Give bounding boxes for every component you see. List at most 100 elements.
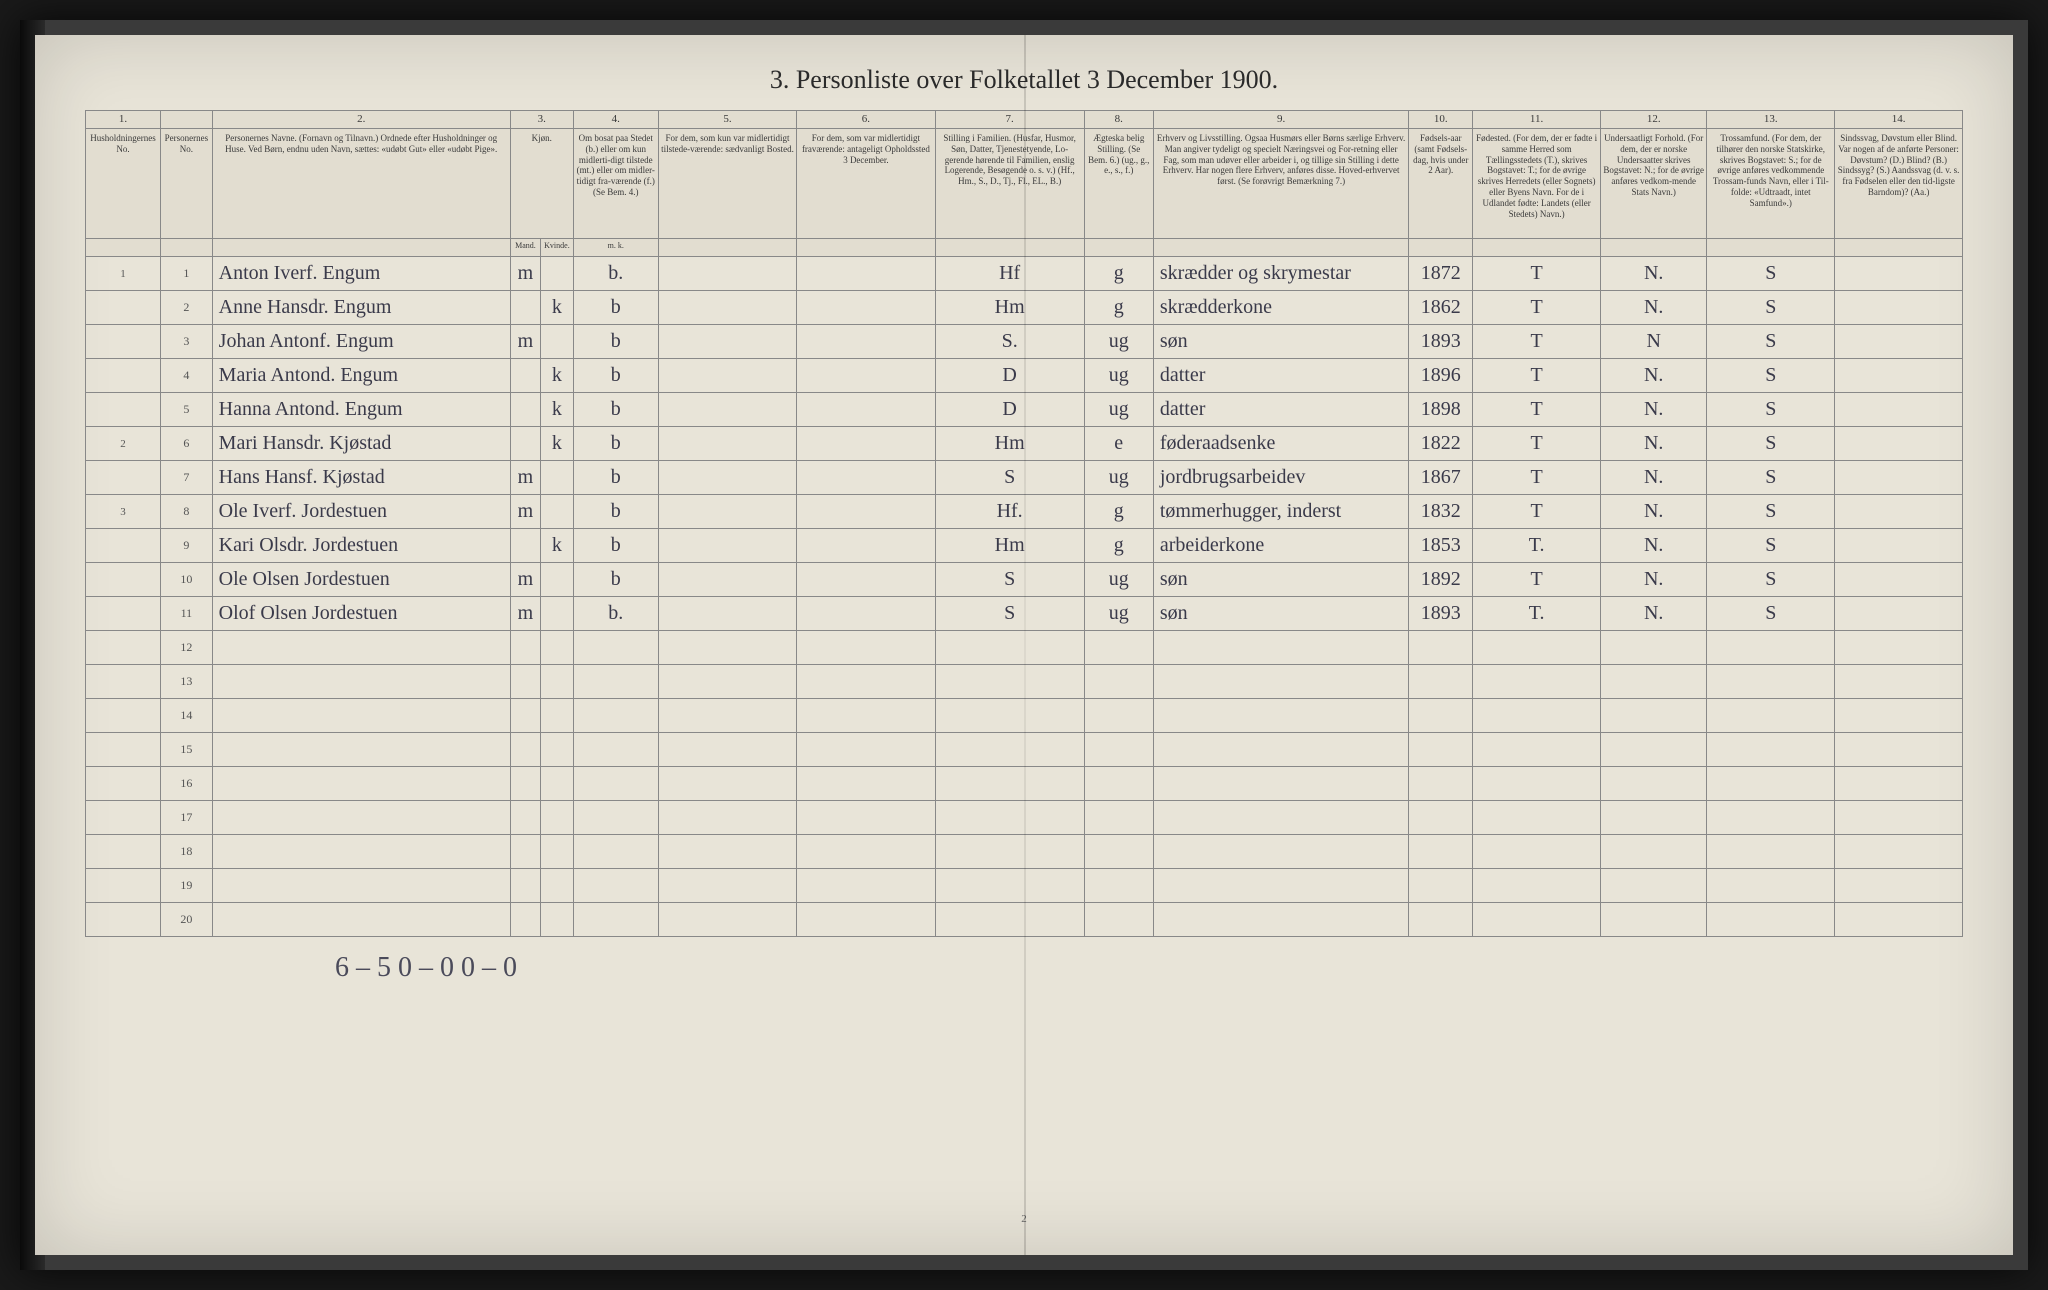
cell-person-no: 20: [161, 903, 213, 937]
cell-temp-absent: [797, 563, 935, 597]
cell-sex-m: [510, 393, 540, 427]
h-birth-year: Fødsels-aar (samt Fødsels-dag, hvis unde…: [1409, 129, 1473, 239]
sex-subheader-row: Mand. Kvinde. m. k.: [86, 239, 1963, 257]
cell-birth-year: 1853: [1409, 529, 1473, 563]
cell-sex-k: [541, 495, 574, 529]
colnum-3: 3.: [510, 111, 573, 129]
colnum-2: 2.: [212, 111, 510, 129]
table-row: 11 Olof Olsen Jordestuen m b. S ug søn 1…: [86, 597, 1963, 631]
column-number-row: 1. 2. 3. 4. 5. 6. 7. 8. 9. 10. 11. 12. 1…: [86, 111, 1963, 129]
colnum-11: 11.: [1473, 111, 1601, 129]
table-row: 4 Maria Antond. Engum k b D ug datter 18…: [86, 359, 1963, 393]
scan-frame: 3. Personliste over Folketallet 3 Decemb…: [20, 20, 2028, 1270]
cell-temp-present: [658, 359, 796, 393]
cell-birth-year: 1892: [1409, 563, 1473, 597]
cell-name: Anton Iverf. Engum: [212, 257, 510, 291]
cell-occupation: skrædderkone: [1153, 291, 1409, 325]
h-nationality: Undersaatligt Forhold. (For dem, der er …: [1600, 129, 1706, 239]
cell-birthplace: T: [1473, 461, 1601, 495]
cell-person-no: 5: [161, 393, 213, 427]
cell-nationality: N: [1600, 325, 1706, 359]
table-row-empty: 19: [86, 869, 1963, 903]
cell-birth-year: 1898: [1409, 393, 1473, 427]
cell-sex-k: k: [541, 291, 574, 325]
cell-birthplace: T: [1473, 291, 1601, 325]
cell-temp-present: [658, 563, 796, 597]
table-row-empty: 15: [86, 733, 1963, 767]
cell-household: [86, 359, 161, 393]
cell-household: [86, 461, 161, 495]
cell-family-status: D: [935, 393, 1084, 427]
header-row: Husholdningernes No. Personernes No. Per…: [86, 129, 1963, 239]
cell-sex-k: [541, 563, 574, 597]
cell-birthplace: T: [1473, 359, 1601, 393]
cell-sex-k: k: [541, 427, 574, 461]
cell-temp-present: [658, 291, 796, 325]
cell-marital: ug: [1084, 461, 1153, 495]
cell-sex-k: k: [541, 529, 574, 563]
cell-family-status: Hm: [935, 529, 1084, 563]
table-row: 3 8 Ole Iverf. Jordestuen m b Hf. g tømm…: [86, 495, 1963, 529]
cell-disability: [1835, 393, 1963, 427]
cell-religion: S: [1707, 529, 1835, 563]
cell-marital: ug: [1084, 597, 1153, 631]
cell-household: [86, 597, 161, 631]
cell-religion: S: [1707, 495, 1835, 529]
cell-sex-m: m: [510, 257, 540, 291]
table-row-empty: 12: [86, 631, 1963, 665]
cell-occupation: skrædder og skrymestar: [1153, 257, 1409, 291]
table-row-empty: 14: [86, 699, 1963, 733]
cell-disability: [1835, 495, 1963, 529]
cell-marital: e: [1084, 427, 1153, 461]
cell-household: [86, 393, 161, 427]
cell-disability: [1835, 427, 1963, 461]
cell-temp-present: [658, 529, 796, 563]
cell-birthplace: T.: [1473, 529, 1601, 563]
cell-temp-absent: [797, 495, 935, 529]
cell-religion: S: [1707, 461, 1835, 495]
cell-occupation: jordbrugsarbeidev: [1153, 461, 1409, 495]
cell-sex-m: [510, 291, 540, 325]
cell-nationality: N.: [1600, 393, 1706, 427]
cell-sex-k: [541, 325, 574, 359]
cell-nationality: N.: [1600, 461, 1706, 495]
cell-residence: b: [573, 291, 658, 325]
cell-family-status: S.: [935, 325, 1084, 359]
cell-marital: g: [1084, 495, 1153, 529]
cell-name: Olof Olsen Jordestuen: [212, 597, 510, 631]
cell-marital: ug: [1084, 393, 1153, 427]
cell-residence: b: [573, 563, 658, 597]
cell-religion: S: [1707, 597, 1835, 631]
table-row-empty: 13: [86, 665, 1963, 699]
cell-temp-absent: [797, 359, 935, 393]
colnum-12: 12.: [1600, 111, 1706, 129]
cell-birthplace: T: [1473, 427, 1601, 461]
h-sex: Kjøn.: [510, 129, 573, 239]
cell-temp-present: [658, 597, 796, 631]
cell-household: [86, 291, 161, 325]
cell-disability: [1835, 461, 1963, 495]
cell-marital: ug: [1084, 325, 1153, 359]
cell-religion: S: [1707, 563, 1835, 597]
cell-person-no: 7: [161, 461, 213, 495]
cell-household: [86, 325, 161, 359]
colnum-8: 8.: [1084, 111, 1153, 129]
cell-residence: b.: [573, 597, 658, 631]
cell-disability: [1835, 529, 1963, 563]
cell-occupation: arbeiderkone: [1153, 529, 1409, 563]
h-religion: Trossamfund. (For dem, der tilhører den …: [1707, 129, 1835, 239]
cell-birth-year: 1893: [1409, 325, 1473, 359]
cell-name: Kari Olsdr. Jordestuen: [212, 529, 510, 563]
cell-sex-k: [541, 597, 574, 631]
cell-occupation: datter: [1153, 393, 1409, 427]
table-row-empty: 16: [86, 767, 1963, 801]
table-row: 9 Kari Olsdr. Jordestuen k b Hm g arbeid…: [86, 529, 1963, 563]
cell-name: Mari Hansdr. Kjøstad: [212, 427, 510, 461]
cell-birthplace: T: [1473, 495, 1601, 529]
colnum-1b: [161, 111, 213, 129]
cell-religion: S: [1707, 257, 1835, 291]
cell-residence: b: [573, 461, 658, 495]
cell-family-status: S: [935, 563, 1084, 597]
cell-person-no: 10: [161, 563, 213, 597]
cell-marital: ug: [1084, 359, 1153, 393]
